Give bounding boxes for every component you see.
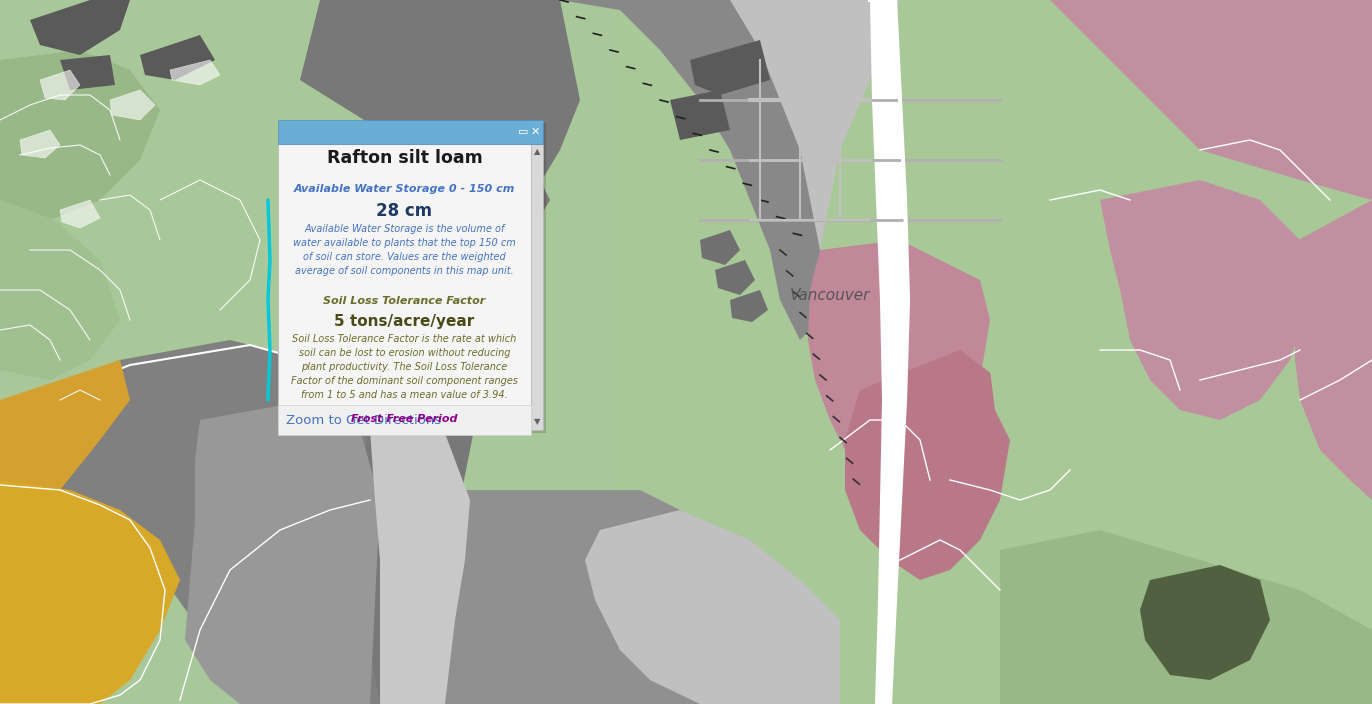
Polygon shape — [851, 150, 1050, 280]
Text: ✕: ✕ — [531, 127, 539, 137]
Polygon shape — [0, 480, 180, 704]
Text: Get Directions: Get Directions — [346, 413, 442, 427]
Text: Available Water Storage is the volume of
water available to plants that the top : Available Water Storage is the volume of… — [294, 224, 516, 276]
Polygon shape — [279, 120, 531, 435]
Text: ▭: ▭ — [517, 127, 528, 137]
Polygon shape — [60, 55, 115, 90]
Text: Soil Loss Tolerance Factor is the rate at which
soil can be lost to erosion with: Soil Loss Tolerance Factor is the rate a… — [291, 334, 519, 400]
Polygon shape — [670, 90, 730, 140]
Polygon shape — [1100, 180, 1310, 420]
Polygon shape — [110, 90, 155, 120]
Bar — [531, 144, 543, 430]
Polygon shape — [1000, 530, 1372, 704]
Polygon shape — [845, 350, 1010, 580]
Text: Zoom to: Zoom to — [285, 413, 342, 427]
Polygon shape — [185, 400, 380, 704]
Polygon shape — [730, 0, 900, 250]
Polygon shape — [140, 35, 215, 80]
Polygon shape — [40, 70, 80, 100]
Polygon shape — [715, 260, 755, 295]
Polygon shape — [0, 50, 161, 220]
Text: Available Water Storage 0 - 150 cm: Available Water Storage 0 - 150 cm — [294, 184, 516, 194]
Polygon shape — [0, 0, 620, 704]
Polygon shape — [0, 340, 380, 704]
Polygon shape — [730, 290, 768, 322]
Polygon shape — [60, 200, 100, 228]
Text: Soil Loss Tolerance Factor: Soil Loss Tolerance Factor — [324, 296, 486, 306]
Text: Rafton silt loam: Rafton silt loam — [327, 149, 483, 167]
Text: 28 cm: 28 cm — [376, 202, 432, 220]
Text: Frost Free Period: Frost Free Period — [351, 414, 458, 424]
Polygon shape — [370, 420, 471, 704]
Polygon shape — [991, 340, 1110, 470]
Polygon shape — [560, 0, 830, 340]
Text: ▼: ▼ — [534, 417, 541, 427]
Polygon shape — [690, 40, 770, 95]
Polygon shape — [21, 130, 60, 158]
Bar — [279, 144, 531, 430]
Polygon shape — [355, 0, 580, 704]
Polygon shape — [808, 240, 991, 500]
Polygon shape — [584, 510, 840, 704]
Polygon shape — [170, 60, 220, 85]
Polygon shape — [0, 200, 119, 380]
Polygon shape — [0, 360, 130, 510]
Polygon shape — [870, 0, 908, 704]
Polygon shape — [1140, 565, 1270, 680]
Polygon shape — [620, 0, 1372, 704]
Polygon shape — [300, 0, 550, 250]
Polygon shape — [440, 490, 840, 704]
Text: 5 tons/acre/year: 5 tons/acre/year — [335, 314, 475, 329]
Polygon shape — [1280, 200, 1372, 500]
Bar — [279, 405, 531, 435]
Polygon shape — [700, 230, 740, 265]
Polygon shape — [1050, 0, 1372, 200]
Text: ▲: ▲ — [534, 148, 541, 156]
Bar — [281, 123, 546, 433]
Polygon shape — [30, 0, 130, 55]
Bar — [279, 120, 543, 144]
Text: Vancouver: Vancouver — [790, 288, 870, 303]
